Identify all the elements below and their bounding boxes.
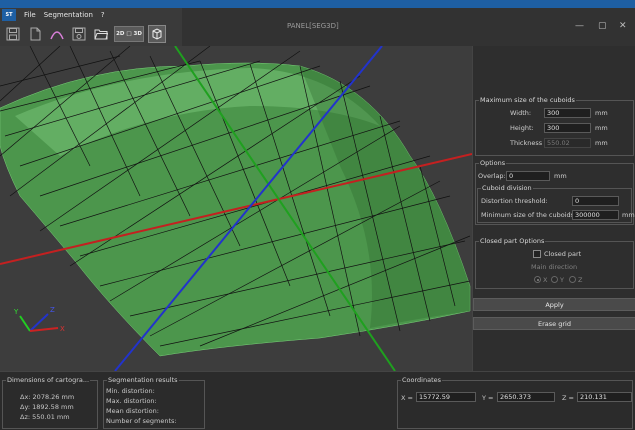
triad-label-x: X (60, 325, 65, 333)
minimize-button[interactable]: — (575, 21, 584, 31)
coordinates-group: Coordinates X = 15772.59 Y = 2650.373 Z … (397, 380, 633, 429)
closed-part-label: Closed part (544, 250, 581, 258)
direction-y-radio[interactable] (551, 276, 558, 283)
maximize-button[interactable]: ▢ (598, 21, 607, 31)
apply-button[interactable]: Apply (473, 298, 635, 311)
thickness-input: 550.02 (544, 138, 591, 148)
thickness-unit: mm (595, 139, 608, 147)
triad-label-y: Y (13, 308, 19, 316)
height-label: Height: (510, 124, 534, 132)
direction-z-radio[interactable] (569, 276, 576, 283)
coord-y-label: Y = (482, 394, 493, 402)
segmentation-results-group: Segmentation results Min. distortion: Ma… (103, 380, 205, 429)
overlap-label: Overlap: (478, 172, 506, 180)
coordinates-title: Coordinates (401, 376, 442, 384)
distortion-threshold-input[interactable]: 0 (572, 196, 619, 206)
menu-help[interactable]: ? (101, 11, 105, 19)
options-title: Options (479, 159, 506, 167)
direction-z-label: Z (578, 276, 582, 284)
close-button[interactable]: ✕ (619, 21, 627, 31)
min-cuboid-size-unit: mm (622, 211, 635, 219)
direction-x-radio[interactable] (534, 276, 541, 283)
coord-x-value: 15772.59 (416, 392, 476, 402)
closed-part-checkbox[interactable] (533, 250, 541, 258)
cuboid-size-title: Maximum size of the cuboids (479, 96, 576, 104)
toolbar: 2D □ 3D (0, 22, 182, 46)
menu-bar: ST File Segmentation ? (0, 8, 182, 22)
open-folder-icon[interactable] (92, 25, 110, 43)
width-unit: mm (595, 109, 608, 117)
3d-viewport[interactable]: Z Y X (0, 46, 472, 371)
max-distortion-label: Max. distortion: (106, 397, 157, 405)
bottom-panel: Dimensions of cartogra... Δx: 2078.26 mm… (0, 371, 635, 430)
menu-segmentation[interactable]: Segmentation (44, 11, 93, 19)
segment-count-label: Number of segments: (106, 417, 177, 425)
thickness-label: Thickness : (510, 139, 546, 147)
dimensions-group: Dimensions of cartogra... Δx: 2078.26 mm… (2, 380, 98, 429)
options-group: Options Overlap: 0 mm Cuboid division Di… (475, 163, 634, 225)
coord-y-value: 2650.373 (497, 392, 555, 402)
closed-part-title: Closed part Options (479, 237, 545, 245)
cuboid-division-title: Cuboid division (481, 184, 533, 192)
direction-y-label: Y (560, 276, 564, 284)
window-top-strip (0, 0, 635, 8)
new-file-icon[interactable] (26, 25, 44, 43)
save-as-icon[interactable] (70, 25, 88, 43)
cuboid-division-group: Cuboid division Distortion threshold: 0 … (477, 188, 632, 223)
width-label: Width: (510, 109, 531, 117)
right-panel: Maximum size of the cuboids Width: 300 m… (472, 46, 635, 371)
overlap-input[interactable]: 0 (506, 171, 550, 181)
menu-file[interactable]: File (24, 11, 36, 19)
height-unit: mm (595, 124, 608, 132)
cube-view-icon[interactable] (148, 25, 166, 43)
direction-x-label: X (543, 276, 547, 284)
window-title: PANEL[SEG3D] (287, 22, 339, 30)
coord-z-value: 210.131 (577, 392, 632, 402)
curve-icon[interactable] (48, 25, 66, 43)
min-cuboid-size-label: Minimum size of the cuboids: (481, 211, 576, 219)
triad-label-z: Z (50, 306, 55, 314)
main-direction-label: Main direction (531, 263, 577, 271)
segmentation-results-title: Segmentation results (107, 376, 179, 384)
coord-x-label: X = (401, 394, 413, 402)
closed-part-group: Closed part Options Closed part Main dir… (475, 241, 634, 289)
dimension-dy: Δy: 1892.58 mm (20, 403, 74, 411)
width-input[interactable]: 300 (544, 108, 591, 118)
axis-triad: Z Y X (13, 306, 65, 333)
2d-3d-toggle[interactable]: 2D □ 3D (114, 26, 144, 42)
save-icon[interactable] (4, 25, 22, 43)
app-logo: ST (2, 9, 16, 21)
min-distortion-label: Min. distortion: (106, 387, 155, 395)
mean-distortion-label: Mean distortion: (106, 407, 159, 415)
erase-grid-button[interactable]: Erase grid (473, 317, 635, 330)
dimension-dx: Δx: 2078.26 mm (20, 393, 74, 401)
coord-z-label: Z = (562, 394, 574, 402)
overlap-unit: mm (554, 172, 567, 180)
dimension-dz: Δz: 550.01 mm (20, 413, 70, 421)
distortion-threshold-label: Distortion threshold: (481, 197, 548, 205)
viewport-canvas[interactable]: Z Y X (0, 46, 472, 371)
title-bar: PANEL[SEG3D] — ▢ ✕ (182, 8, 635, 46)
dimensions-title: Dimensions of cartogra... (6, 376, 90, 384)
min-cuboid-size-input[interactable]: 300000 (572, 210, 619, 220)
cuboid-size-group: Maximum size of the cuboids Width: 300 m… (475, 100, 634, 156)
height-input[interactable]: 300 (544, 123, 591, 133)
